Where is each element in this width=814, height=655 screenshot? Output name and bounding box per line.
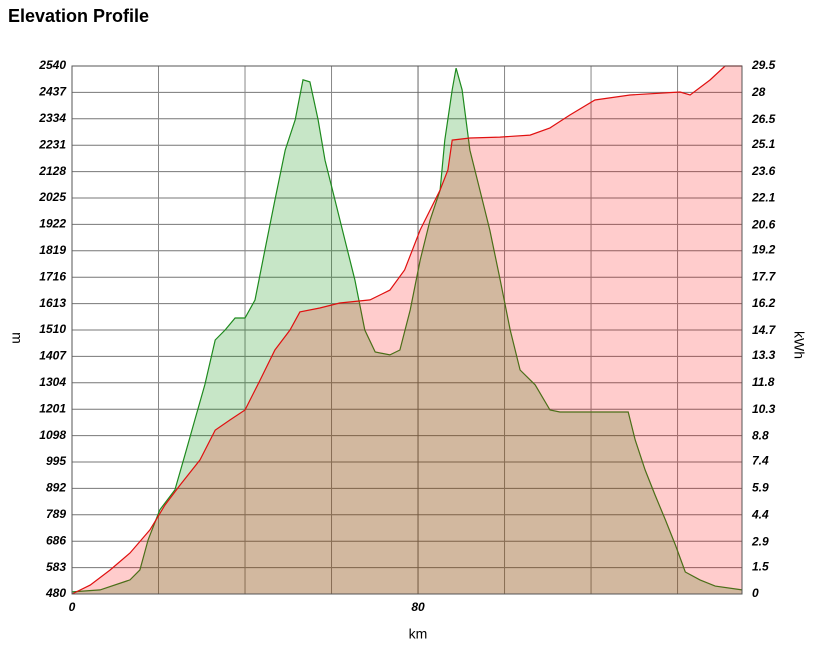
x-axis-label: km <box>409 626 428 642</box>
x-tick-label: 0 <box>69 600 76 614</box>
y-tick-label: 2437 <box>38 85 67 99</box>
y2-tick-label: 4.4 <box>751 507 769 521</box>
y2-tick-label: 0 <box>752 586 759 600</box>
y2-tick-label: 10.3 <box>752 402 776 416</box>
y2-tick-label: 5.9 <box>752 481 769 495</box>
y-tick-label: 1613 <box>39 296 66 310</box>
chart-title: Elevation Profile <box>8 6 149 26</box>
y-tick-label: 2025 <box>38 190 66 204</box>
line <box>71 67 743 593</box>
y2-axis-label: kWh <box>791 331 807 359</box>
y-tick-label: 995 <box>46 454 66 468</box>
y2-tick-label: 25.1 <box>751 137 776 151</box>
y2-tick-label: 29.5 <box>751 58 776 72</box>
y2-tick-label: 16.2 <box>752 296 776 310</box>
y2-tick-label: 19.2 <box>752 243 776 257</box>
y2-tick-label: 7.4 <box>752 454 769 468</box>
y-tick-label: 1510 <box>39 322 66 336</box>
y2-tick-label: 26.5 <box>751 112 776 126</box>
y-axis-label: m <box>9 332 25 344</box>
y-tick-label: 1922 <box>39 217 66 231</box>
y-tick-label: 2540 <box>38 58 66 72</box>
y2-tick-label: 17.7 <box>752 269 777 283</box>
y2-tick-label: 2.9 <box>751 534 769 548</box>
y2-tick-label: 23.6 <box>751 164 776 178</box>
y-tick-label: 2231 <box>38 137 66 151</box>
y-tick-label: 1407 <box>39 349 67 363</box>
y2-tick-label: 8.8 <box>752 429 769 443</box>
y-tick-label: 1819 <box>39 243 66 257</box>
y2-tick-label: 28 <box>751 85 766 99</box>
plot-border <box>71 65 743 595</box>
y-tick-label: 686 <box>46 533 66 547</box>
y-tick-label: 1304 <box>39 375 66 389</box>
y-tick-label: 480 <box>45 586 66 600</box>
y-tick-label: 1098 <box>39 428 66 442</box>
y2-tick-label: 1.5 <box>752 559 769 573</box>
y-tick-label: 1716 <box>39 269 66 283</box>
y2-tick-label: 20.6 <box>751 217 776 231</box>
y2-tick-label: 14.7 <box>752 323 777 337</box>
x-tick-label: 80 <box>411 600 425 614</box>
area-fill <box>72 66 742 594</box>
y-tick-label: 2128 <box>38 164 66 178</box>
area-fill <box>72 68 742 595</box>
y2-tick-label: 11.8 <box>752 375 775 389</box>
y-tick-label: 892 <box>46 481 66 495</box>
y-tick-label: 583 <box>46 560 66 574</box>
line <box>71 65 742 595</box>
y2-tick-label: 13.3 <box>752 348 776 362</box>
y-tick-label: 1201 <box>39 401 66 415</box>
y2-tick-label: 22.1 <box>751 191 776 205</box>
y-tick-label: 2334 <box>38 111 66 125</box>
y-tick-label: 789 <box>46 507 66 521</box>
